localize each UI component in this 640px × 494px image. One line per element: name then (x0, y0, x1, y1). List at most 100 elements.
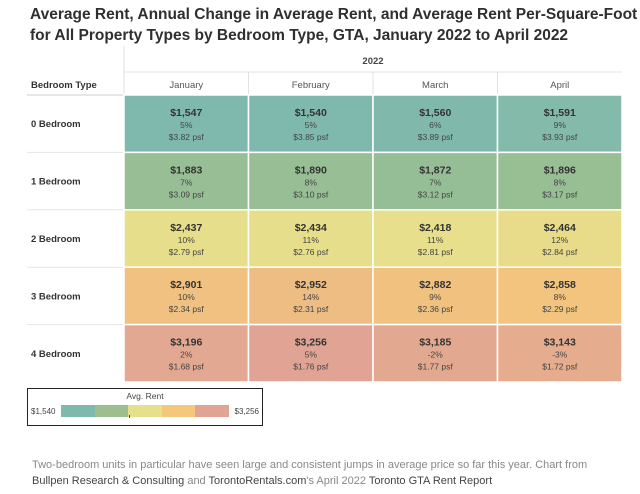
cell-change-label: 7% (429, 177, 442, 187)
cell-change-label: 8% (554, 177, 567, 187)
cell-change-label: -2% (428, 350, 444, 360)
heatmap-cell (123, 323, 250, 383)
caption-and: and (184, 475, 209, 487)
cell-psf-label: $2.34 psf (169, 304, 205, 314)
cell-change-label: 7% (180, 177, 193, 187)
cell-psf-label: $2.36 psf (418, 304, 454, 314)
row-header-label: Bedroom Type (31, 80, 97, 91)
legend-swatch (94, 405, 129, 417)
cell-change-label: 5% (180, 120, 193, 130)
caption-report: Toronto GTA Rent Report (368, 475, 493, 487)
row-label: 0 Bedroom (31, 119, 81, 130)
color-legend: Avg. Rent $1,540 $3,256 (27, 388, 263, 426)
cell-psf-label: $3.89 psf (418, 132, 454, 142)
cell-change-label: 5% (305, 120, 318, 130)
cell-change-label: 14% (302, 292, 319, 302)
cell-psf-label: $3.82 psf (169, 132, 205, 142)
cell-rent-label: $1,591 (544, 107, 576, 119)
cell-rent-label: $1,872 (419, 164, 451, 176)
chart-title-line-1: Average Rent, Annual Change in Average R… (30, 6, 638, 23)
cell-rent-label: $2,952 (295, 279, 327, 291)
cell-rent-label: $1,540 (295, 107, 327, 119)
column-label-april: April (550, 80, 569, 91)
row-label: 4 Bedroom (31, 349, 81, 360)
cell-psf-label: $3.93 psf (542, 132, 578, 142)
legend-swatch (195, 405, 229, 417)
cell-rent-label: $2,882 (419, 279, 451, 291)
cell-change-label: 11% (427, 235, 444, 245)
caption-link-bullpen[interactable]: Bullpen Research & Consulting (32, 475, 185, 487)
legend-max-label: $3,256 (234, 407, 259, 416)
cell-psf-label: $1.76 psf (293, 362, 329, 372)
legend-min-label: $1,540 (31, 407, 56, 416)
cell-psf-label: $2.79 psf (169, 247, 205, 257)
heatmap-cell (123, 151, 250, 211)
legend-color-bar (61, 405, 229, 417)
heatmap-cell (247, 94, 374, 154)
cell-change-label: 10% (178, 292, 195, 302)
legend-title: Avg. Rent (126, 391, 164, 401)
cell-psf-label: $2.29 psf (542, 304, 578, 314)
heatmap-cell (123, 266, 250, 326)
cell-rent-label: $2,437 (170, 222, 202, 234)
cell-psf-label: $1.77 psf (418, 362, 454, 372)
heatmap-cell (247, 151, 374, 211)
legend-swatch (161, 405, 196, 417)
heatmap-cell (372, 266, 499, 326)
heatmap-cell (496, 94, 623, 154)
caption: Two-bedroom units in particular have see… (32, 457, 622, 489)
cell-rent-label: $3,185 (419, 337, 451, 349)
row-label: 1 Bedroom (31, 177, 81, 188)
cell-rent-label: $1,896 (544, 164, 576, 176)
caption-link-torontorentals[interactable]: TorontoRentals.com (208, 475, 307, 487)
chart-title: Average Rent, Annual Change in Average R… (30, 4, 638, 46)
caption-text: Two-bedroom units in particular have see… (32, 459, 588, 471)
cell-rent-label: $2,434 (295, 222, 327, 234)
cell-rent-label: $2,858 (544, 279, 576, 291)
row-label: 2 Bedroom (31, 234, 81, 245)
cell-psf-label: $3.12 psf (418, 189, 454, 199)
cell-rent-label: $1,883 (170, 164, 202, 176)
cell-change-label: 6% (429, 120, 442, 130)
column-label-january: January (169, 80, 203, 91)
column-label-february: February (292, 80, 330, 91)
cell-psf-label: $2.76 psf (293, 247, 329, 257)
cell-psf-label: $3.85 psf (293, 132, 329, 142)
cell-psf-label: $1.72 psf (542, 362, 578, 372)
cell-change-label: 11% (303, 235, 320, 245)
cell-psf-label: $2.84 psf (542, 247, 578, 257)
cell-change-label: 2% (180, 350, 193, 360)
cell-rent-label: $2,464 (544, 222, 576, 234)
heatmap-cell (496, 323, 623, 383)
cell-rent-label: $3,256 (295, 337, 327, 349)
cell-psf-label: $3.09 psf (169, 189, 205, 199)
chart-title-line-2: for All Property Types by Bedroom Type, … (30, 27, 569, 44)
cell-change-label: 12% (551, 235, 568, 245)
cell-change-label: 10% (178, 235, 195, 245)
heatmap-cell (247, 209, 374, 268)
cell-psf-label: $2.31 psf (293, 304, 329, 314)
cell-rent-label: $3,196 (170, 337, 202, 349)
cell-change-label: -3% (552, 350, 568, 360)
heatmap-cell (372, 151, 499, 211)
cell-psf-label: $3.10 psf (293, 189, 329, 199)
cell-rent-label: $1,547 (170, 107, 202, 119)
cell-rent-label: $2,901 (170, 279, 202, 291)
heatmap-cell (247, 323, 374, 383)
cell-change-label: 5% (305, 350, 318, 360)
column-label-march: March (422, 80, 448, 91)
cell-change-label: 8% (305, 177, 318, 187)
year-label: 2022 (362, 56, 383, 67)
cell-change-label: 9% (554, 120, 567, 130)
heatmap-cell (496, 209, 623, 268)
legend-swatch (61, 405, 95, 417)
row-label: 3 Bedroom (31, 291, 81, 302)
heatmap-chart: 2022 Bedroom Type January February March Apri… (27, 46, 623, 383)
cell-rent-label: $2,418 (419, 222, 451, 234)
cell-psf-label: $1.68 psf (169, 362, 205, 372)
cell-rent-label: $1,890 (295, 164, 327, 176)
legend-swatch (128, 405, 162, 417)
legend-tick (129, 415, 130, 418)
cell-change-label: 8% (554, 292, 567, 302)
heatmap-cell (372, 209, 499, 268)
